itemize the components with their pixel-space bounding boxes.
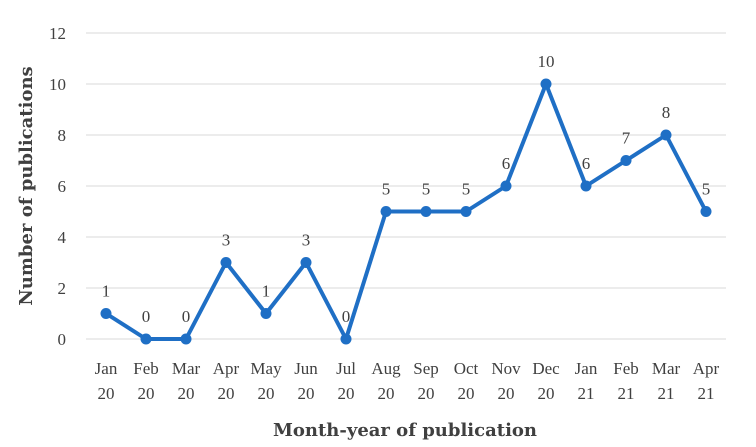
gridlines [86,32,726,340]
x-tick-label: Jun 20 [294,359,318,403]
data-label: 8 [662,103,671,122]
y-axis-title: Number of publications [16,66,37,305]
data-point [220,257,232,268]
data-point [260,308,272,319]
data-label: 7 [622,129,631,148]
data-label: 3 [302,231,311,250]
y-tick-label: 12 [49,24,66,43]
data-label: 1 [102,282,111,301]
x-tick-label: Feb 20 [133,359,159,403]
series-line [104,82,708,341]
data-point [300,257,312,268]
data-point [420,206,432,217]
x-axis-title: Month-year of publication [273,420,537,441]
data-label: 0 [182,307,191,326]
x-tick-label: Mar 21 [652,359,681,403]
x-tick-label: Jan 20 [95,359,118,403]
y-tick-label: 2 [58,279,67,298]
x-tick-label: Sep 20 [413,359,439,403]
x-tick-label: Jul 20 [336,359,356,403]
x-tick-label: Mar 20 [172,359,201,403]
data-label: 5 [462,180,471,199]
data-label: 0 [342,307,351,326]
data-point [500,180,512,192]
x-tick-label: Nov 20 [491,359,521,403]
data-label: 6 [582,154,591,173]
y-tick-label: 6 [58,177,67,196]
data-point [660,129,672,141]
data-label: 10 [538,52,555,71]
data-point [460,206,472,217]
x-tick-label: Aug 20 [371,359,401,403]
x-tick-label: Apr 21 [693,359,720,403]
x-tick-label: Jan 21 [575,359,598,403]
data-point [140,333,152,345]
data-point [620,155,632,166]
data-label: 5 [382,180,391,199]
data-point [100,308,112,319]
data-label: 1 [262,282,271,301]
x-tick-label: Apr 20 [213,359,240,403]
y-tick-label: 0 [58,330,67,349]
data-point [180,333,192,345]
y-tick-label: 4 [58,228,67,247]
data-point [380,206,392,217]
data-label: 6 [502,154,511,173]
data-points [100,78,712,345]
x-tick-label: Dec 20 [532,359,560,403]
data-point [580,180,592,192]
data-label: 5 [702,180,711,199]
data-point [540,78,552,90]
data-label: 5 [422,180,431,199]
data-point [700,206,712,217]
data-label: 3 [222,231,231,250]
x-tick-label: Oct 20 [454,359,479,403]
x-tick-label: May 20 [250,359,282,403]
data-label: 0 [142,307,151,326]
y-axis-ticks: 0 2 4 6 8 10 12 [49,24,67,349]
x-tick-label: Feb 21 [613,359,639,403]
data-point [340,333,352,345]
y-tick-label: 10 [49,75,66,94]
x-axis-ticks: Jan 20 Feb 20 Mar 20 Apr 20 May 20 Jun 20 Jul 20 Aug 20… [95,359,720,403]
y-tick-label: 8 [58,126,67,145]
